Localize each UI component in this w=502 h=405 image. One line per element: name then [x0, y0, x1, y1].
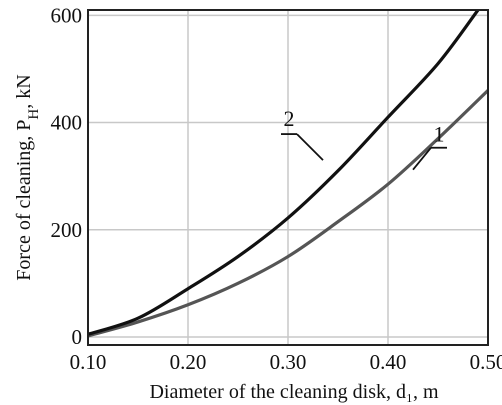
- grid: [88, 10, 488, 345]
- curve-label-2: 2: [284, 106, 295, 131]
- curve-label-1: 1: [434, 122, 445, 147]
- y-axis-title-unit: , kN: [13, 74, 35, 108]
- x-tick-label: 0.40: [370, 350, 407, 374]
- y-tick-label: 0: [72, 325, 83, 349]
- x-tick-label: 0.20: [170, 350, 207, 374]
- tick-labels: 0 200 400 600 0.10 0.20 0.30 0.40 0.50: [51, 3, 502, 374]
- y-axis-title-subscript: H: [26, 109, 42, 120]
- curve-annotations: 12: [281, 106, 447, 171]
- plot-frame: [87, 9, 489, 346]
- y-tick-label: 600: [51, 3, 83, 27]
- x-tick-label: 0.10: [70, 350, 107, 374]
- y-axis-title: Force of cleaning, PH, kN: [13, 74, 42, 280]
- series-line-1: [88, 88, 488, 338]
- annotation-leader-1: [412, 147, 432, 171]
- x-tick-label: 0.50: [470, 350, 502, 374]
- x-axis-title: Diameter of the cleaning disk, d₁, m: [149, 381, 439, 403]
- plot-border: [87, 9, 489, 346]
- annotation-leader-2: [296, 133, 324, 161]
- series-group: [88, 10, 488, 338]
- x-tick-label: 0.30: [270, 350, 307, 374]
- y-tick-label: 200: [51, 218, 83, 242]
- series-line-2: [88, 10, 480, 336]
- y-tick-label: 400: [51, 111, 83, 135]
- y-axis-title-main: Force of cleaning, P: [13, 120, 35, 281]
